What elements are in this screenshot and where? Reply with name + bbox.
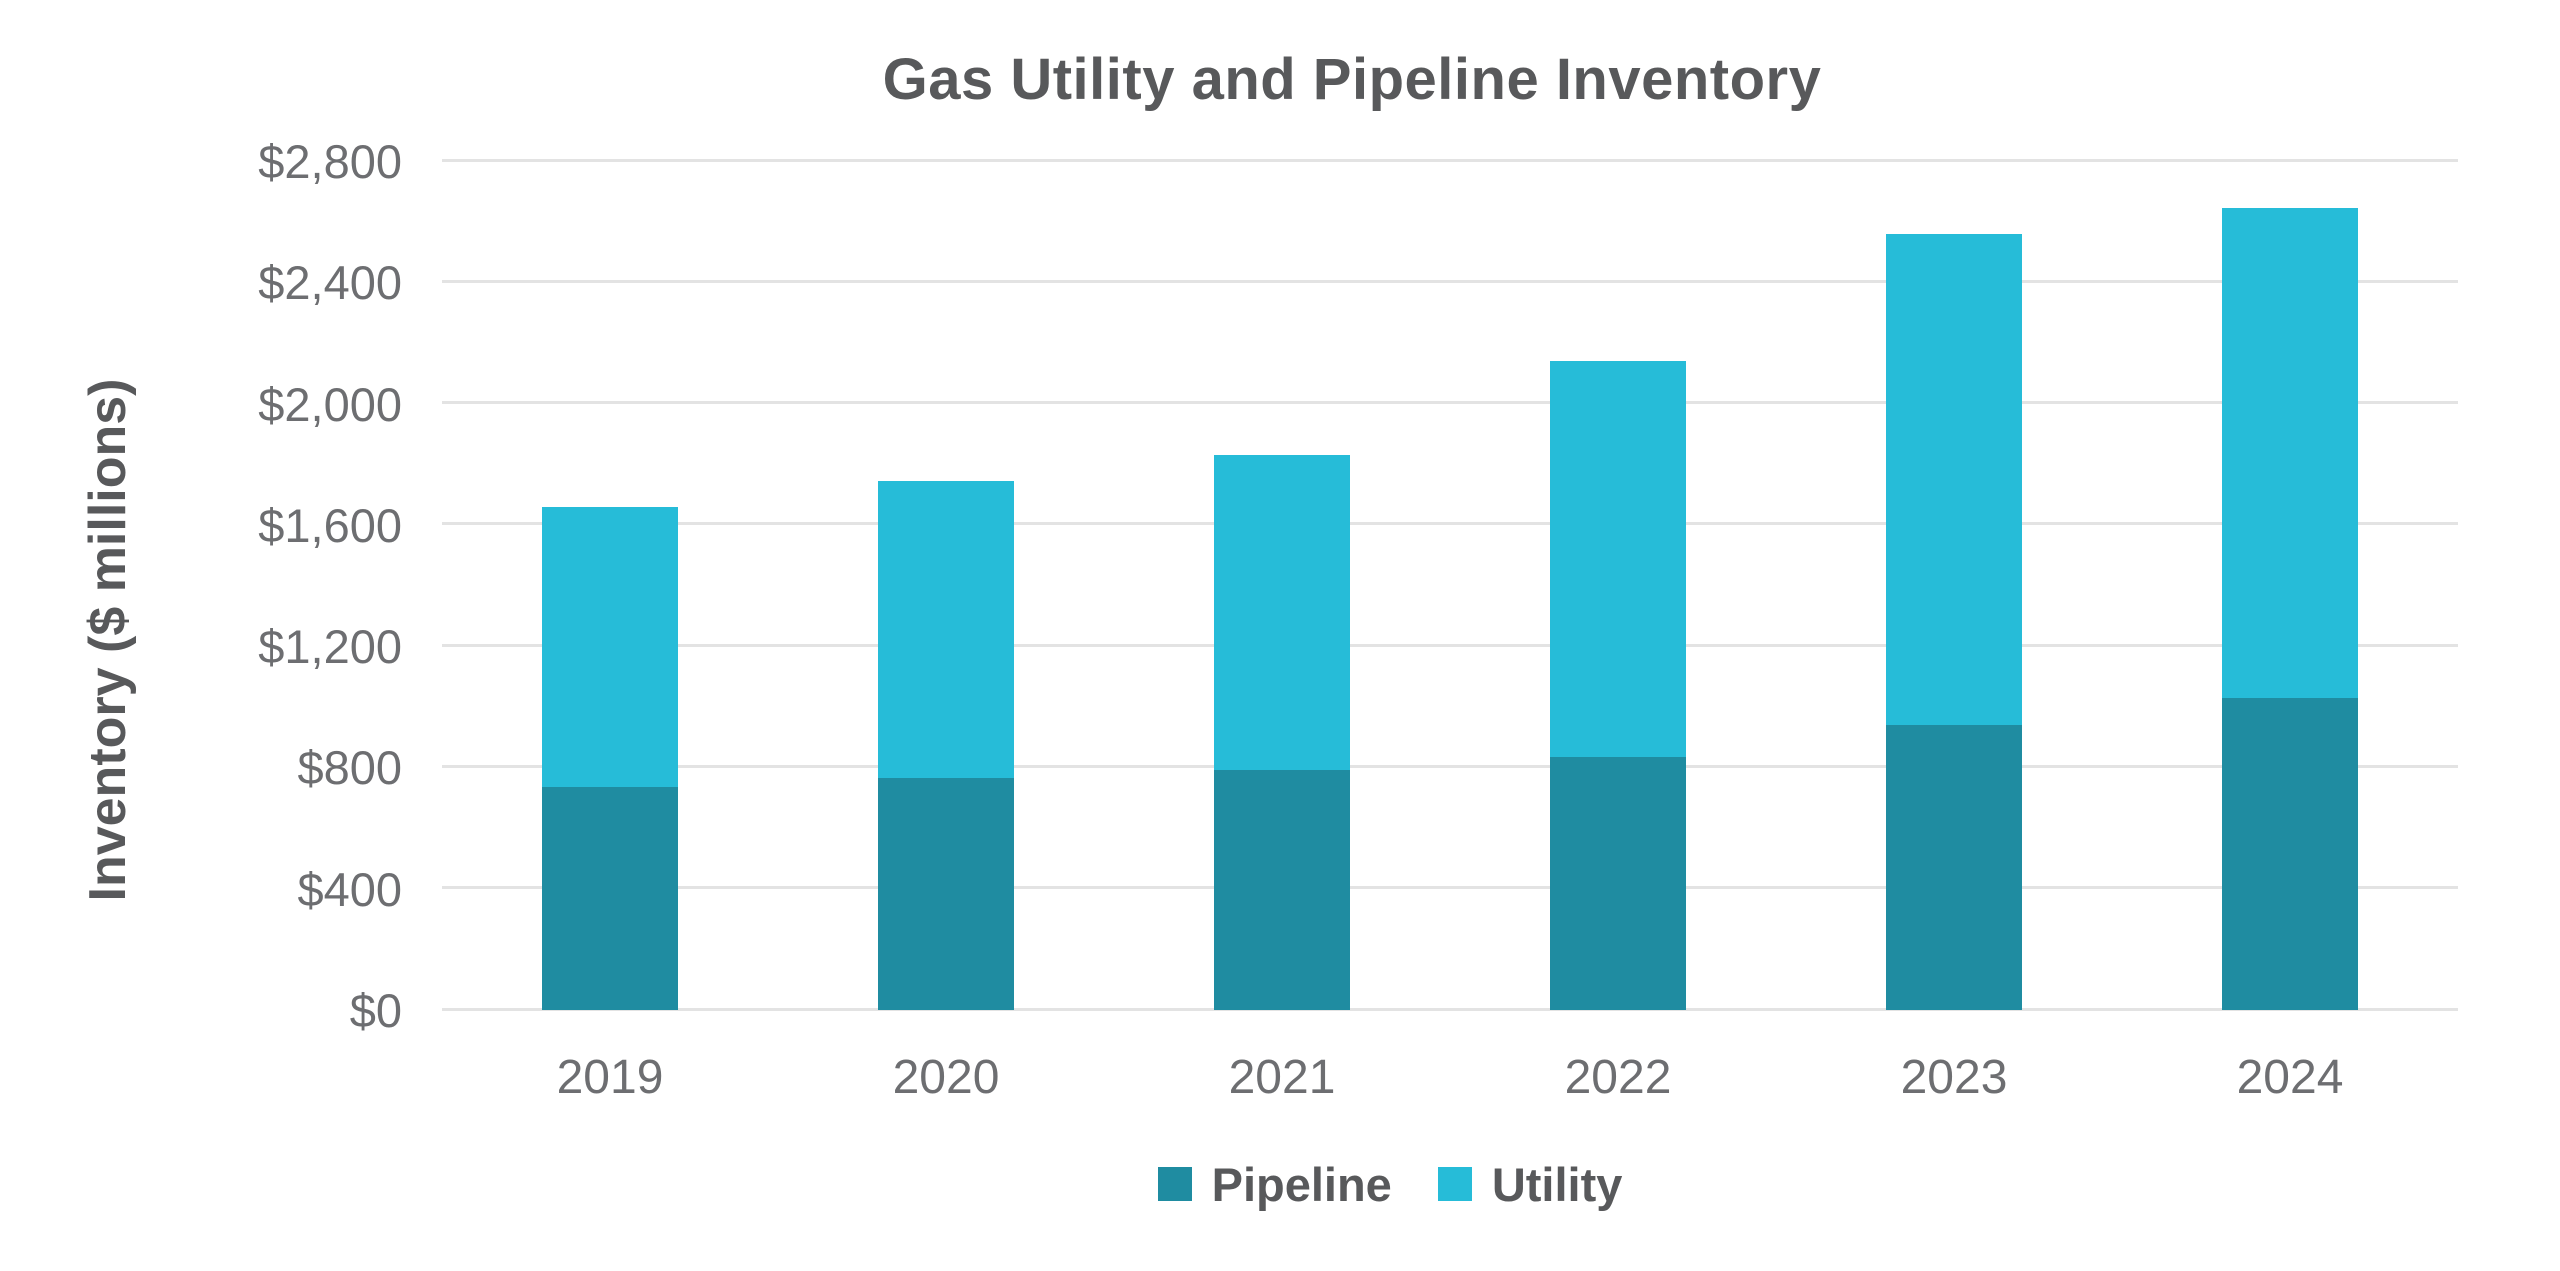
legend-label-pipeline: Pipeline [1211,1157,1392,1211]
legend-label-utility: Utility [1491,1157,1623,1211]
y-tick-label: $800 [297,741,402,795]
gridline [442,522,2458,526]
bar-segment-pipeline-2023 [1886,724,2022,1010]
gridline [442,158,2458,162]
bar-segment-utility-2023 [1886,233,2022,725]
gridline [442,401,2458,405]
gridline [442,643,2458,647]
bar-segment-utility-2022 [1550,361,1686,757]
bar-segment-utility-2024 [2222,207,2358,698]
legend-item-utility: Utility [1437,1157,1623,1212]
gridline [442,886,2458,890]
x-axis-label: 2020 [892,1051,1000,1104]
gridline [442,1007,2458,1011]
y-tick-label: $2,400 [258,256,402,310]
x-axis-label: 2021 [1228,1051,1336,1104]
legend-swatch-utility-icon [1437,1167,1472,1201]
bar-segment-pipeline-2022 [1550,756,1686,1010]
y-tick-label: $1,200 [258,620,402,674]
bar-segment-pipeline-2020 [878,778,1014,1010]
x-axis-label: 2022 [1564,1051,1672,1104]
gridline [442,764,2458,768]
gridline [442,279,2458,283]
bar-segment-pipeline-2024 [2222,697,2358,1010]
bar-segment-utility-2019 [542,506,678,788]
bar-segment-pipeline-2021 [1214,770,1350,1010]
bar-segment-utility-2020 [878,480,1014,779]
bar-segment-utility-2021 [1214,455,1350,771]
x-axis-label: 2023 [1900,1051,2008,1104]
legend-item-pipeline: Pipeline [1157,1157,1392,1212]
x-axis-label: 2019 [556,1051,664,1104]
legend: Pipeline Utility [220,1152,2560,1216]
x-axis-label: 2024 [2236,1051,2344,1104]
legend-swatch-pipeline-icon [1157,1167,1192,1201]
y-tick-label: $2,000 [258,377,402,431]
y-tick-label: $0 [349,984,402,1037]
y-tick-label: $400 [297,862,402,916]
chart-title: Gas Utility and Pipeline Inventory [882,47,1822,112]
bar-segment-pipeline-2019 [542,787,678,1010]
y-tick-label: $2,800 [258,135,402,188]
y-tick-label: $1,600 [258,498,402,552]
